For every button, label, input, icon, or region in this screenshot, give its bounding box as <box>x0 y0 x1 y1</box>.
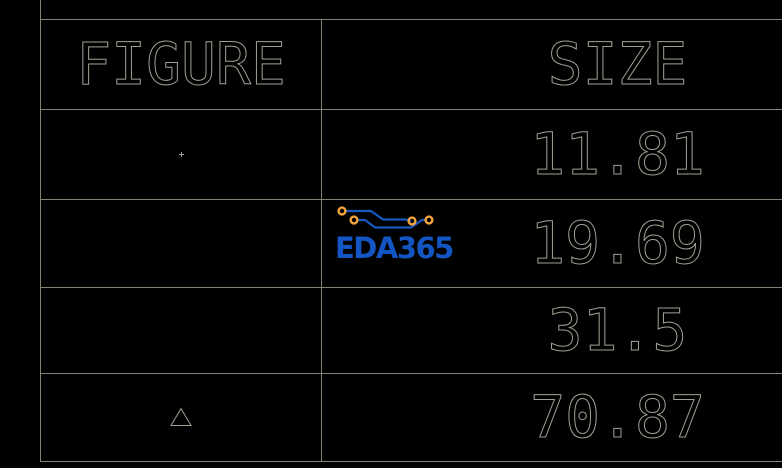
table-top-border <box>40 19 782 20</box>
eda365-logo-text: EDA365 <box>335 231 454 265</box>
header-size: SIZE <box>547 30 688 98</box>
table-left-border <box>40 0 41 462</box>
size-cell: 11.81 <box>530 120 706 188</box>
figure-cell <box>41 374 321 460</box>
size-cell: 31.5 <box>547 296 688 364</box>
pcb-trace-icon <box>337 206 434 229</box>
size-cell: 19.69 <box>530 209 706 277</box>
triangle-marker <box>170 407 192 426</box>
row-divider <box>40 109 782 110</box>
figure-cell <box>41 110 321 198</box>
header-figure: FIGURE <box>76 30 287 98</box>
size-cell: 70.87 <box>530 383 706 451</box>
table-column-divider <box>321 19 322 462</box>
table-bottom-border <box>40 461 782 462</box>
figure-cell <box>41 288 321 372</box>
eda365-watermark: EDA365 <box>334 202 454 266</box>
row-divider <box>40 373 782 374</box>
row-divider <box>40 287 782 288</box>
dot-marker <box>178 151 184 157</box>
figure-cell <box>41 200 321 286</box>
row-divider <box>40 199 782 200</box>
